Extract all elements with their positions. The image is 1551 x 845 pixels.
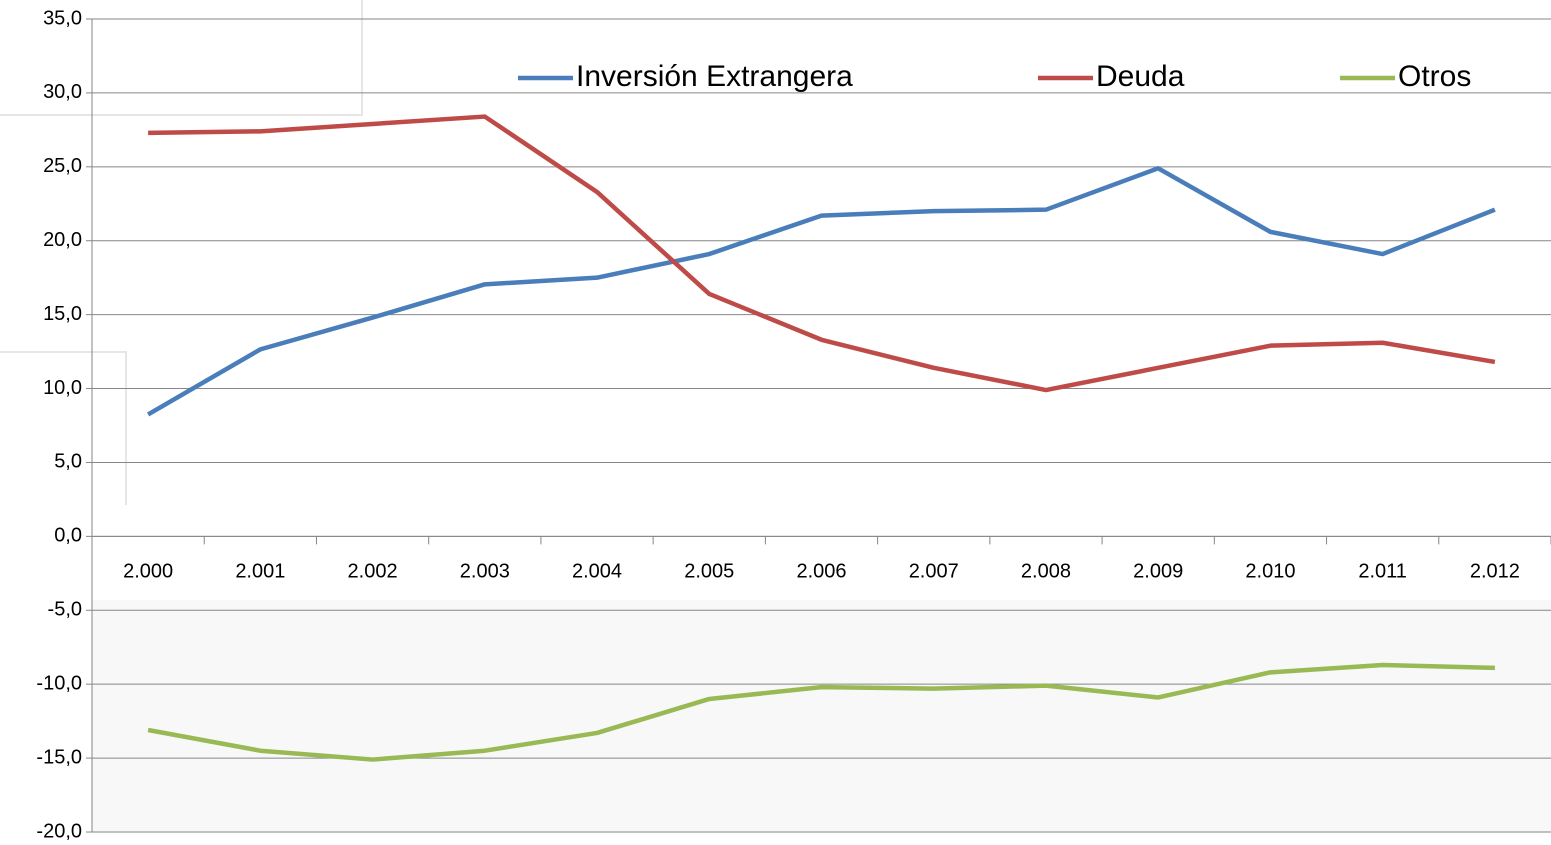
x-tick-label: 2.003 (460, 561, 510, 583)
y-tick-label: 25,0 (43, 155, 82, 177)
y-tick-label: 20,0 (43, 229, 82, 251)
y-tick-label: 0,0 (54, 525, 82, 547)
x-tick-label: 2.006 (796, 561, 846, 583)
x-tick-label: 2.002 (348, 561, 398, 583)
x-tick-label: 2.005 (684, 561, 734, 583)
x-tick-label: 2.012 (1470, 561, 1520, 583)
x-tick-label: 2.004 (572, 561, 622, 583)
y-tick-label: 5,0 (54, 451, 82, 473)
legend-label: Inversión Extrangera (576, 60, 853, 93)
legend-label: Otros (1398, 60, 1471, 93)
legend-label: Deuda (1096, 60, 1185, 93)
y-tick-label: 15,0 (43, 303, 82, 325)
decoration (0, 351, 127, 505)
y-tick-label: -5,0 (48, 599, 82, 621)
line-series (146, 166, 1496, 417)
y-tick-label: -15,0 (36, 746, 82, 768)
x-tick-label: 2.007 (909, 561, 959, 583)
x-tick-label: 2.001 (235, 561, 285, 583)
x-tick-label: 2.009 (1133, 561, 1183, 583)
plot-shade (92, 600, 1551, 832)
y-tick-label: 10,0 (43, 377, 82, 399)
y-tick-label: 35,0 (43, 7, 82, 29)
decoration (0, 0, 363, 116)
x-tick-label: 2.000 (123, 561, 173, 583)
y-tick-label: 30,0 (43, 81, 82, 103)
x-tick-label: 2.011 (1358, 561, 1407, 583)
y-tick-label: -10,0 (36, 672, 82, 694)
x-tick-label: 2.008 (1021, 561, 1071, 583)
y-tick-label: -20,0 (36, 820, 82, 842)
line-series (147, 662, 1495, 762)
line-series (148, 114, 1496, 393)
x-tick-label: 2.010 (1245, 561, 1295, 583)
